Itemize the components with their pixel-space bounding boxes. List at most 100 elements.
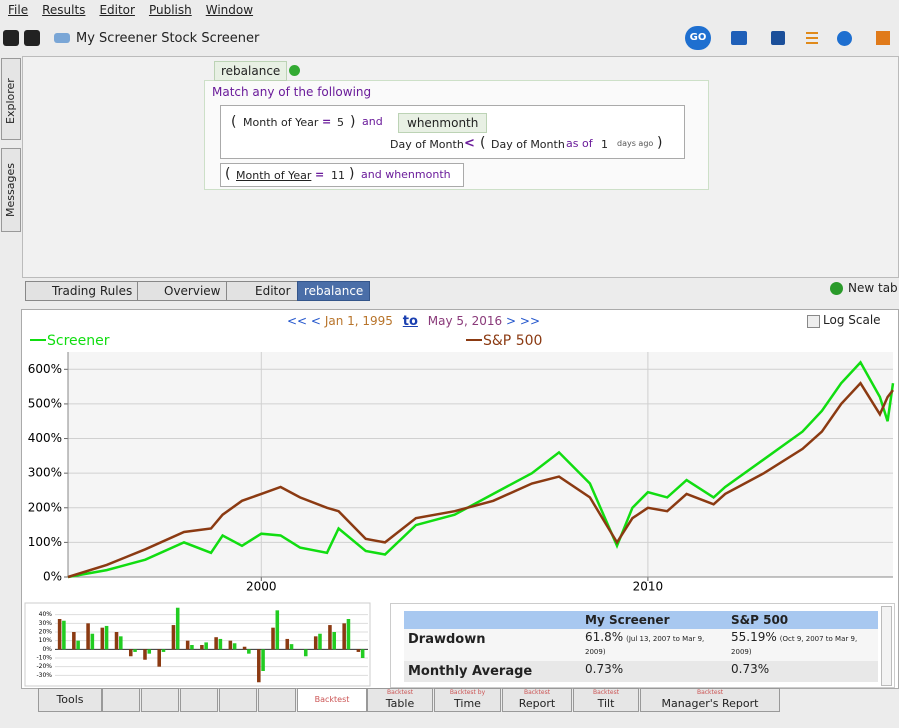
cell-value: 61.8%	[585, 630, 624, 644]
bar	[285, 638, 290, 650]
bar	[119, 636, 123, 650]
bottom-tab[interactable]: Backtest by Time	[434, 688, 501, 712]
rule-value[interactable]: 5	[337, 116, 344, 129]
table-header-cell: My Screener	[581, 611, 728, 629]
bar	[257, 649, 261, 683]
range-nav: << < Jan 1, 1995 to May 5, 2016 > >>	[287, 314, 540, 329]
y-tick-label: 100%	[28, 535, 62, 549]
bottom-tab-icon[interactable]	[102, 688, 140, 712]
stats-table: My Screener S&P 500 Drawdown 61.8% (Jul 13, …	[404, 611, 878, 682]
bottom-tab-active[interactable]: Backtest	[297, 688, 367, 712]
bar	[328, 625, 332, 650]
table-cell: 61.8% (Jul 13, 2007 to Mar 9, 2009)	[581, 629, 727, 661]
screener-icon	[54, 33, 70, 43]
rule-token[interactable]: Month of Year	[236, 169, 312, 182]
bar	[72, 632, 76, 650]
bottom-tab-caption: Backtest by	[449, 689, 486, 696]
range-start[interactable]: Jan 1, 1995	[324, 314, 393, 328]
menu-item[interactable]: Results	[42, 3, 86, 17]
side-tab[interactable]: Messages	[1, 148, 21, 232]
bottom-tab-caption: Backtest	[386, 689, 414, 696]
bar	[104, 625, 109, 650]
home-button[interactable]	[24, 30, 40, 46]
table-header-cell: S&P 500	[727, 611, 878, 629]
legend-label: S&P 500	[483, 333, 542, 349]
row-label: Drawdown	[408, 632, 486, 647]
bottom-tab[interactable]: Backtest Table	[367, 688, 433, 712]
sub-rule-tab[interactable]: whenmonth	[398, 113, 488, 133]
chart-button[interactable]	[731, 31, 747, 45]
back-button[interactable]	[3, 30, 19, 46]
bar	[185, 640, 190, 650]
bar	[318, 633, 322, 650]
menu-item[interactable]: Publish	[148, 3, 192, 17]
bottom-tab-icon[interactable]	[219, 688, 257, 712]
bottom-tab[interactable]: Backtest Report	[502, 688, 572, 712]
menu-item[interactable]: Editor	[99, 3, 135, 17]
bottom-tab[interactable]: Tools	[38, 688, 102, 712]
paren: (	[231, 114, 237, 130]
tab-active[interactable]: rebalance	[297, 281, 371, 301]
bar	[261, 649, 265, 671]
bar	[171, 625, 176, 650]
rule-token[interactable]: Day of Month	[491, 138, 565, 151]
range-to[interactable]: to	[402, 314, 418, 329]
bottom-tab[interactable]: Backtest Tilt	[573, 688, 639, 712]
rule-tab[interactable]: rebalance	[214, 61, 288, 81]
save-button[interactable]	[771, 31, 785, 45]
rule-value[interactable]: 11	[331, 169, 345, 182]
new-tab-icon[interactable]	[830, 282, 843, 295]
menu-item[interactable]: File	[8, 3, 29, 17]
bottom-tab-caption: Backtest	[523, 689, 551, 696]
add-rule-button[interactable]	[289, 65, 300, 76]
table-row: Monthly Average 0.73% 0.73%	[404, 661, 878, 682]
y-tick-label: -20%	[36, 663, 52, 670]
rule-value[interactable]: 1	[601, 138, 608, 151]
cell-value: 0.73%	[731, 662, 770, 676]
bar	[190, 645, 194, 650]
bar	[289, 644, 294, 650]
log-scale-checkbox[interactable]	[807, 315, 820, 328]
range-back[interactable]: << <	[287, 314, 321, 328]
rule-token[interactable]: Month of Year	[243, 116, 319, 129]
paren: )	[350, 114, 356, 130]
table-header-cell	[404, 611, 581, 629]
x-tick-label: 2000	[246, 580, 277, 594]
bar	[214, 637, 218, 650]
list-button[interactable]	[806, 32, 818, 44]
go-button[interactable]: GO	[685, 26, 711, 50]
rule-token[interactable]: Day of Month	[390, 138, 464, 151]
tab[interactable]: Trading Rules	[25, 281, 140, 301]
bottom-tab-icon[interactable]	[141, 688, 179, 712]
menu-item[interactable]: Window	[205, 3, 254, 17]
range-end[interactable]: May 5, 2016	[427, 314, 503, 328]
scrollbar[interactable]	[881, 606, 892, 686]
new-tab[interactable]: New tab	[848, 281, 898, 295]
help-button[interactable]	[837, 31, 852, 46]
bottom-tab-icon[interactable]	[258, 688, 296, 712]
side-tab[interactable]: Explorer	[1, 58, 21, 140]
y-tick-label: 400%	[28, 431, 62, 445]
table-row: Drawdown 61.8% (Jul 13, 2007 to Mar 9, 200…	[404, 629, 878, 661]
bar	[360, 649, 365, 658]
operator[interactable]: <	[464, 136, 475, 151]
bar	[218, 638, 223, 650]
bar	[100, 627, 105, 650]
rule-keyword[interactable]: as of	[566, 137, 593, 150]
operator[interactable]: =	[322, 115, 332, 128]
y-tick-label: -10%	[36, 655, 52, 662]
rule-unit: days ago	[617, 139, 654, 148]
range-forward[interactable]: > >>	[506, 314, 540, 328]
operator[interactable]: =	[315, 168, 325, 181]
bottom-tab-icon[interactable]	[180, 688, 218, 712]
bar	[204, 642, 208, 650]
bottom-tab[interactable]: Backtest Manager's Report	[640, 688, 780, 712]
bar	[86, 623, 90, 650]
connector[interactable]: and whenmonth	[361, 168, 451, 181]
y-tick-label: 30%	[39, 620, 53, 627]
connector[interactable]: and	[362, 115, 383, 128]
stats-panel: My Screener S&P 500 Drawdown 61.8% (Jul 13, …	[390, 603, 895, 688]
exit-button[interactable]	[876, 31, 890, 45]
y-tick-label: 10%	[39, 637, 53, 644]
